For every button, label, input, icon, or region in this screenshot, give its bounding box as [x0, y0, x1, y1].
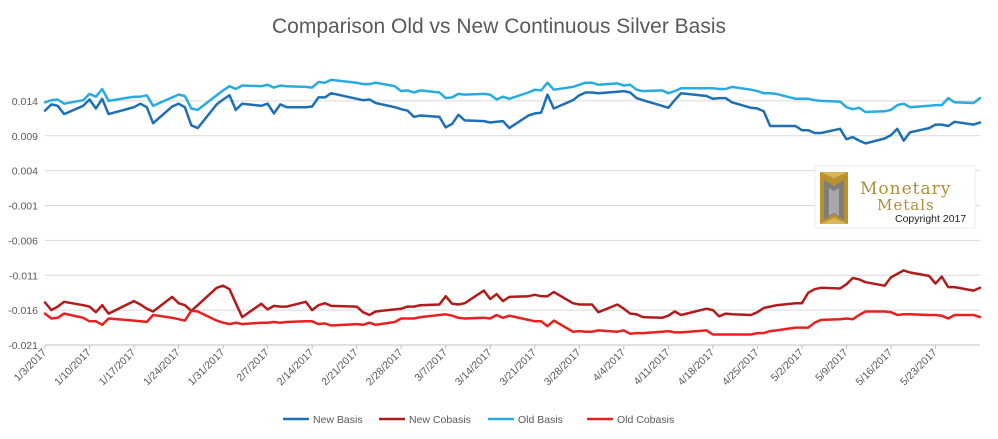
y-tick-label: 0.009	[12, 131, 38, 143]
series-line-old-basis	[43, 78, 982, 114]
x-tick-label: 5/23/2017	[898, 347, 940, 389]
x-tick-label: 5/16/2017	[854, 347, 896, 389]
x-tick-label: 2/7/2017	[234, 347, 271, 384]
chart-title: Comparison Old vs New Continuous Silver …	[272, 15, 726, 38]
legend: New Basis New Cobasis Old Basis Old Cobasis	[283, 414, 674, 426]
legend-label: Old Cobasis	[617, 414, 674, 426]
x-tick-label: 4/25/2017	[720, 347, 762, 389]
x-tick-label: 1/17/2017	[97, 347, 139, 389]
y-tick-label: 0.004	[12, 166, 38, 178]
legend-label: Old Basis	[518, 414, 563, 426]
x-tick-label: 4/4/2017	[591, 347, 628, 384]
logo-name-line2: Metals	[877, 196, 935, 214]
logo-copyright: Copyright 2017	[895, 213, 966, 225]
monetary-metals-emblem-icon	[820, 172, 848, 224]
series-line-new-cobasis	[43, 269, 982, 320]
x-tick-label: 2/21/2017	[319, 347, 361, 389]
series-lines	[43, 78, 982, 336]
y-axis-ticks: 0.014 0.009 0.004 -0.001 -0.006 -0.011 -0.016 -…	[8, 96, 38, 352]
x-tick-label: 4/18/2017	[675, 347, 717, 389]
x-tick-label: 3/7/2017	[412, 347, 449, 384]
x-tick-label: 5/2/2017	[769, 347, 806, 384]
y-tick-label: -0.021	[8, 340, 38, 352]
y-tick-label: -0.006	[8, 235, 38, 247]
x-tick-label: 1/24/2017	[141, 347, 183, 389]
legend-label: New Cobasis	[409, 414, 471, 426]
x-tick-label: 3/21/2017	[497, 347, 539, 389]
logo-name-line1: Monetary	[860, 179, 951, 199]
x-axis-ticks: 1/3/2017 1/10/2017 1/17/2017 1/24/2017 1/31/…	[12, 344, 980, 389]
y-tick-label: -0.016	[8, 305, 38, 317]
x-tick-label: 1/10/2017	[52, 347, 94, 389]
x-tick-label: 2/28/2017	[364, 347, 406, 389]
y-tick-label: -0.011	[9, 270, 38, 282]
x-tick-label: 3/14/2017	[453, 347, 495, 389]
x-tick-label: 4/11/2017	[631, 347, 672, 388]
x-tick-label: 5/9/2017	[813, 347, 850, 384]
x-tick-label: 2/14/2017	[275, 347, 317, 389]
x-tick-label: 1/3/2017	[12, 347, 49, 384]
legend-label: New Basis	[313, 414, 363, 426]
series-line-old-cobasis	[43, 309, 982, 336]
x-tick-label: 1/31/2017	[186, 347, 228, 389]
series-line-new-basis	[43, 89, 982, 145]
x-tick-label: 3/28/2017	[542, 347, 584, 389]
y-tick-label: -0.001	[8, 201, 38, 213]
y-tick-label: 0.014	[12, 96, 38, 108]
gridlines	[45, 100, 980, 346]
monetary-metals-logo: Monetary Metals Copyright 2017	[814, 165, 976, 229]
